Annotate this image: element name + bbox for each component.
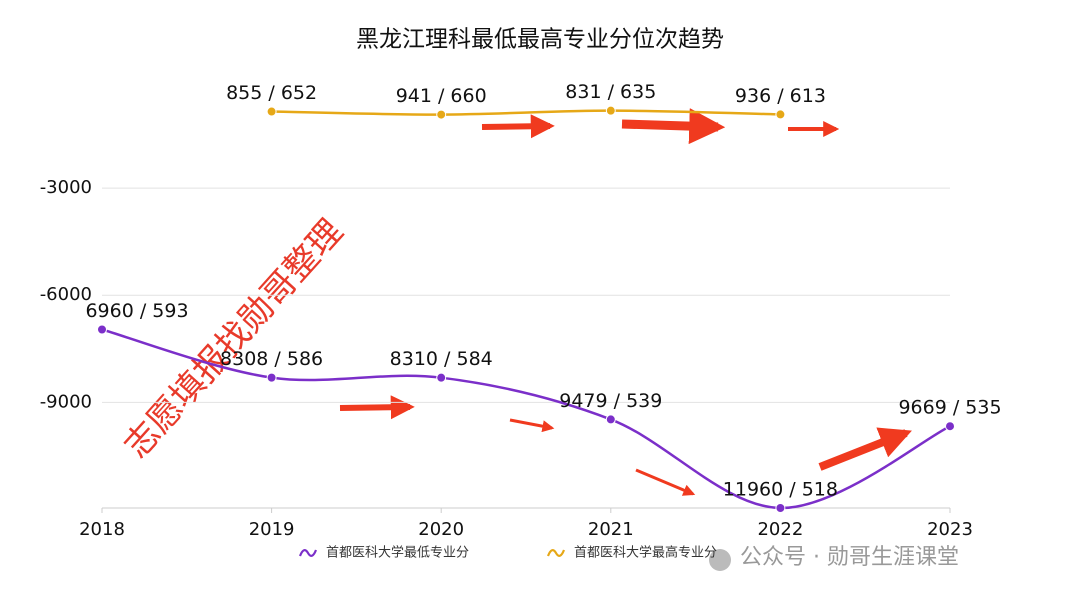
watermark-icon bbox=[709, 549, 731, 571]
data-point bbox=[945, 421, 955, 432]
legend-label: 首都医科大学最低专业分 bbox=[326, 545, 469, 561]
legend-icon bbox=[298, 549, 318, 557]
data-label: 936 / 613 bbox=[735, 85, 826, 107]
legend-label: 首都医科大学最高专业分 bbox=[574, 545, 717, 561]
chart-title: 黑龙江理科最低最高专业分位次趋势 bbox=[356, 27, 724, 53]
watermark: 志愿填报找勋哥整理 bbox=[117, 212, 351, 466]
x-tick-label: 2022 bbox=[757, 519, 803, 540]
x-tick-label: 2021 bbox=[588, 519, 634, 540]
series-line bbox=[101, 328, 951, 510]
series-line bbox=[271, 109, 781, 116]
data-label: 8310 / 584 bbox=[390, 348, 493, 370]
data-point bbox=[436, 109, 447, 120]
data-label: 9479 / 539 bbox=[559, 390, 662, 412]
data-point bbox=[605, 414, 616, 425]
data-label: 6960 / 593 bbox=[85, 300, 188, 322]
x-tick-label: 2019 bbox=[249, 519, 295, 540]
x-tick-label: 2023 bbox=[927, 519, 973, 540]
y-tick-label: -9000 bbox=[40, 391, 92, 412]
data-point bbox=[266, 372, 277, 383]
data-point bbox=[775, 503, 786, 513]
data-label: 855 / 652 bbox=[226, 82, 317, 104]
data-point bbox=[266, 106, 277, 117]
data-point bbox=[605, 105, 616, 116]
decor-arrows bbox=[339, 108, 912, 496]
data-point bbox=[97, 324, 107, 335]
x-tick-label: 2020 bbox=[418, 519, 464, 540]
data-label: 941 / 660 bbox=[396, 85, 487, 107]
data-label: 8308 / 586 bbox=[220, 348, 323, 370]
data-point bbox=[436, 372, 447, 383]
data-label: 11960 / 518 bbox=[723, 479, 838, 501]
x-tick-label: 2018 bbox=[79, 519, 125, 540]
y-tick-label: -6000 bbox=[40, 284, 92, 305]
y-tick-label: -3000 bbox=[40, 177, 92, 198]
data-label: 9669 / 535 bbox=[898, 397, 1001, 419]
watermark: 公众号 · 勋哥生涯课堂 bbox=[740, 545, 959, 570]
data-point bbox=[775, 109, 786, 120]
data-label: 831 / 635 bbox=[565, 81, 656, 103]
legend-icon bbox=[546, 549, 566, 557]
